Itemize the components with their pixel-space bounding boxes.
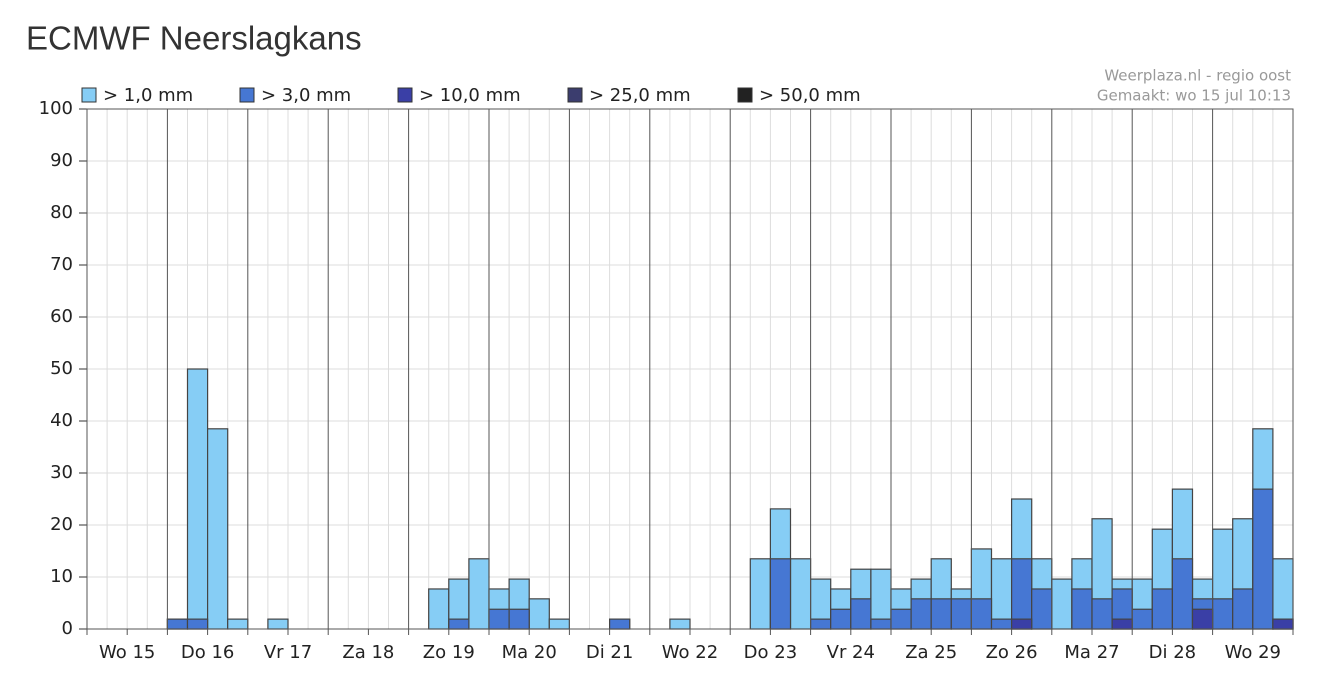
- bar: [769, 558, 792, 630]
- x-tick-label: Ma 20: [502, 642, 557, 663]
- bar: [669, 618, 691, 630]
- legend-label: > 3,0 mm: [261, 85, 351, 106]
- x-tick-label: Vr 24: [827, 642, 875, 663]
- x-tick-label: Za 25: [905, 642, 957, 663]
- legend-swatch: [239, 87, 255, 103]
- x-tick-label: Wo 29: [1225, 642, 1281, 663]
- bar: [186, 618, 209, 630]
- x-tick-label: Di 21: [586, 642, 634, 663]
- bar: [186, 368, 209, 630]
- y-tick-label: 20: [50, 514, 73, 535]
- legend-swatch: [81, 87, 97, 103]
- bar: [870, 618, 892, 630]
- x-tick-label: Do 16: [181, 642, 235, 663]
- legend-label: > 25,0 mm: [589, 85, 691, 106]
- bar: [1091, 598, 1113, 630]
- y-tick-label: 0: [62, 618, 73, 639]
- bar: [1051, 578, 1073, 630]
- y-tick-label: 90: [50, 150, 73, 171]
- x-tick-label: Do 23: [744, 642, 798, 663]
- bar: [1272, 558, 1294, 630]
- bar: [207, 428, 229, 630]
- bar: [1010, 618, 1033, 630]
- bar: [830, 608, 852, 630]
- x-tick-label: Za 18: [342, 642, 394, 663]
- y-tick-label: 50: [50, 358, 73, 379]
- x-tick-label: Di 28: [1149, 642, 1197, 663]
- bar: [428, 588, 450, 630]
- x-tick-label: Wo 15: [99, 642, 155, 663]
- plot-frame: [86, 108, 1294, 630]
- bar: [1191, 608, 1214, 630]
- bar: [990, 618, 1013, 630]
- bar: [1211, 598, 1234, 630]
- bar: [930, 598, 952, 630]
- legend-label: > 10,0 mm: [419, 85, 521, 106]
- bar: [970, 598, 993, 630]
- bar: [749, 558, 771, 630]
- bar: [950, 598, 972, 630]
- bar: [548, 618, 570, 630]
- bar: [1151, 588, 1174, 630]
- bar: [1131, 608, 1153, 630]
- x-tick-label: Ma 27: [1064, 642, 1119, 663]
- legend-label: > 1,0 mm: [103, 85, 193, 106]
- legend-label: > 50,0 mm: [759, 85, 861, 106]
- bar: [488, 608, 510, 630]
- legend-swatch: [737, 87, 753, 103]
- y-tick-label: 10: [50, 566, 73, 587]
- bar: [809, 618, 832, 630]
- bar: [528, 598, 550, 630]
- bar: [1232, 588, 1254, 630]
- x-tick-label: Vr 17: [264, 642, 312, 663]
- y-tick-label: 70: [50, 254, 73, 275]
- bar: [789, 558, 812, 630]
- x-tick-label: Zo 26: [986, 642, 1038, 663]
- bar: [608, 618, 631, 630]
- legend-swatch: [567, 87, 583, 103]
- y-tick-label: 30: [50, 462, 73, 483]
- x-tick-label: Wo 22: [662, 642, 718, 663]
- bar: [850, 598, 872, 630]
- bar: [910, 598, 932, 630]
- bar: [448, 618, 470, 630]
- bar: [1071, 588, 1093, 630]
- bar: [990, 558, 1013, 630]
- y-tick-label: 100: [39, 98, 73, 119]
- bar: [1272, 618, 1294, 630]
- y-tick-label: 80: [50, 202, 73, 223]
- x-tick-label: Zo 19: [423, 642, 475, 663]
- made-time: Gemaakt: wo 15 jul 10:13: [1097, 87, 1291, 105]
- bar: [1111, 618, 1133, 630]
- bar: [227, 618, 249, 630]
- bar: [166, 618, 189, 630]
- legend-swatch: [397, 87, 413, 103]
- bar: [890, 608, 912, 630]
- bar: [508, 608, 530, 630]
- bar: [468, 558, 490, 630]
- y-tick-label: 60: [50, 306, 73, 327]
- bar: [267, 618, 289, 630]
- y-tick-label: 40: [50, 410, 73, 431]
- bar: [1010, 558, 1033, 630]
- bar: [1031, 588, 1053, 630]
- bar: [1252, 488, 1274, 630]
- chart-title: ECMWF Neerslagkans: [26, 20, 362, 57]
- source: Weerplaza.nl - regio oost: [1104, 67, 1291, 85]
- bar: [1171, 558, 1194, 630]
